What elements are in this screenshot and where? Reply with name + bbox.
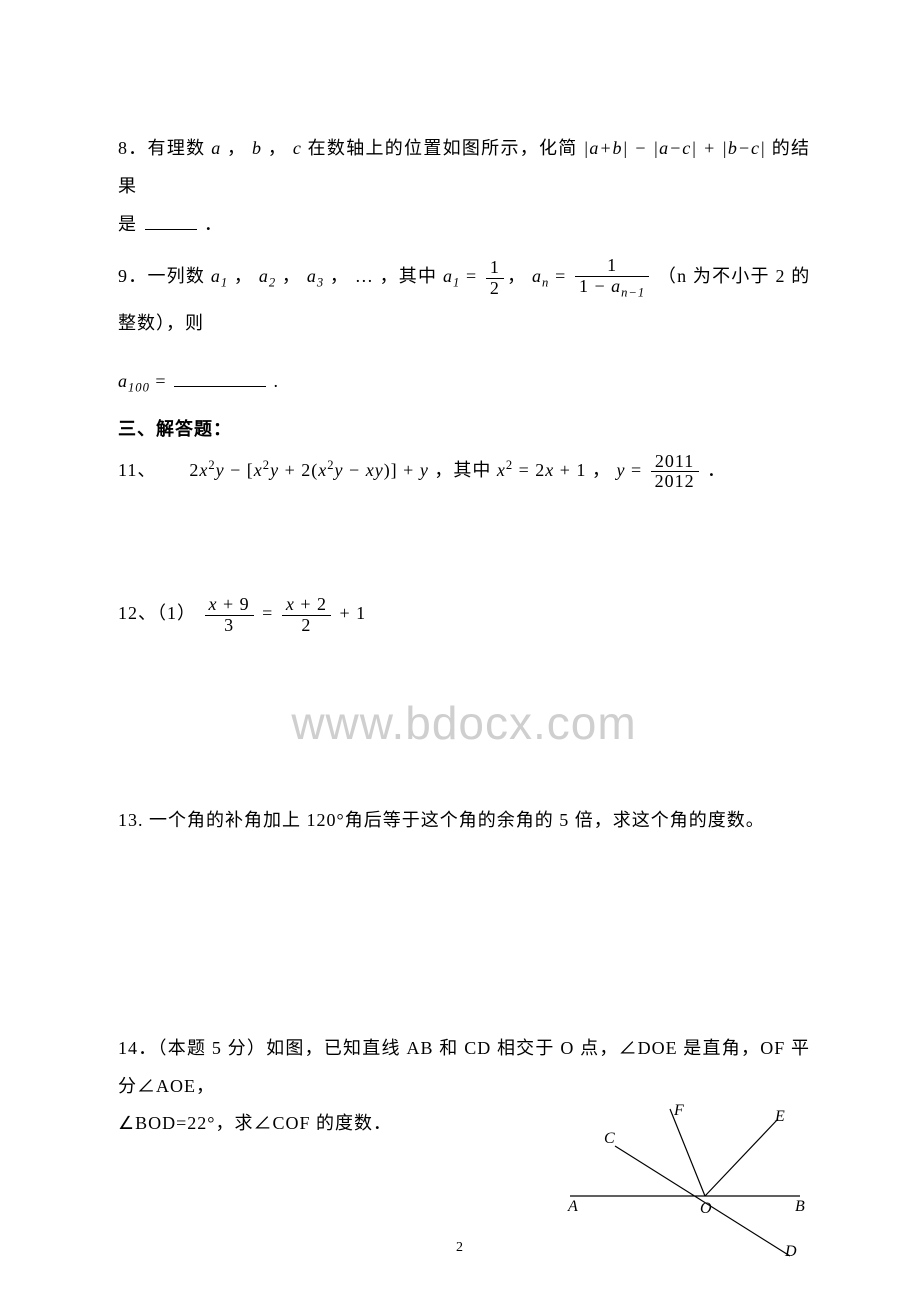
fill-blank bbox=[174, 370, 266, 387]
question-9: 9．一列数 a1 ， a2 ， a3 ， … ，其中 a1 = 1 2 ， an… bbox=[118, 253, 810, 347]
fraction-y: 2011 2012 bbox=[651, 452, 699, 493]
dots: … bbox=[355, 266, 374, 286]
label-B: B bbox=[795, 1198, 806, 1215]
q8-text: 8．有理数 bbox=[118, 138, 205, 158]
label-A: A bbox=[567, 1198, 579, 1215]
sep: ， bbox=[592, 460, 611, 480]
watermark: www.bdocx.com bbox=[118, 675, 810, 772]
sep: ， bbox=[234, 266, 253, 286]
question-12: 12、（1） x + 9 3 = x + 2 2 + 1 bbox=[118, 592, 810, 635]
q8-text: 在数轴上的位置如图所示，化简 bbox=[308, 138, 578, 158]
period: . bbox=[274, 371, 280, 391]
q11-num: 11、 bbox=[118, 460, 156, 480]
page-number: 2 bbox=[0, 1233, 920, 1262]
label-O: O bbox=[700, 1200, 713, 1217]
question-11: 11、 2x2y − [x2y + 2(x2y − xy)] + y ，其中 x… bbox=[118, 449, 810, 492]
eq: = bbox=[262, 603, 279, 623]
fraction-lhs: x + 9 3 bbox=[205, 595, 254, 636]
var-b: b bbox=[252, 138, 262, 158]
period: ． bbox=[707, 460, 726, 480]
section-3-header: 三、解答题： bbox=[118, 411, 810, 449]
sep: ， bbox=[330, 266, 349, 286]
label-F: F bbox=[673, 1102, 685, 1119]
q11-text: ，其中 bbox=[434, 460, 497, 480]
plus1: + 1 bbox=[339, 603, 366, 623]
fraction-rhs: x + 2 2 bbox=[282, 595, 331, 636]
sep: ， bbox=[227, 138, 246, 158]
fraction-half: 1 2 bbox=[486, 258, 504, 299]
sep: ， bbox=[282, 266, 301, 286]
var-c: c bbox=[293, 138, 302, 158]
var-a: a bbox=[211, 138, 221, 158]
q9-text: ，其中 bbox=[380, 266, 438, 286]
q9-text: 9．一列数 bbox=[118, 266, 205, 286]
q14-line1: 14．（本题 5 分）如图，已知直线 AB 和 CD 相交于 O 点，∠DOE … bbox=[118, 1038, 810, 1096]
label-C: C bbox=[604, 1130, 616, 1147]
question-9-line2: a100 = . bbox=[118, 363, 810, 401]
question-8: 8．有理数 a ， b ， c 在数轴上的位置如图所示，化简 |a+b| − |… bbox=[118, 130, 810, 206]
question-13: 13. 一个角的补角加上 120°角后等于这个角的余角的 5 倍，求这个角的度数… bbox=[118, 802, 810, 840]
question-14: 14．（本题 5 分）如图，已知直线 AB 和 CD 相交于 O 点，∠DOE … bbox=[118, 1030, 810, 1262]
period: ． bbox=[204, 214, 223, 234]
q8-text: 是 bbox=[118, 214, 137, 234]
question-8-line2: 是 ． bbox=[118, 206, 810, 244]
sep: ， bbox=[268, 138, 287, 158]
fraction-an: 1 1 − an−1 bbox=[575, 256, 649, 300]
q12-num: 12、（1） bbox=[118, 603, 196, 623]
label-E: E bbox=[774, 1108, 786, 1125]
fill-blank bbox=[145, 212, 197, 229]
q14-line2: ∠BOD=22°，求∠COF 的度数． bbox=[118, 1113, 392, 1133]
